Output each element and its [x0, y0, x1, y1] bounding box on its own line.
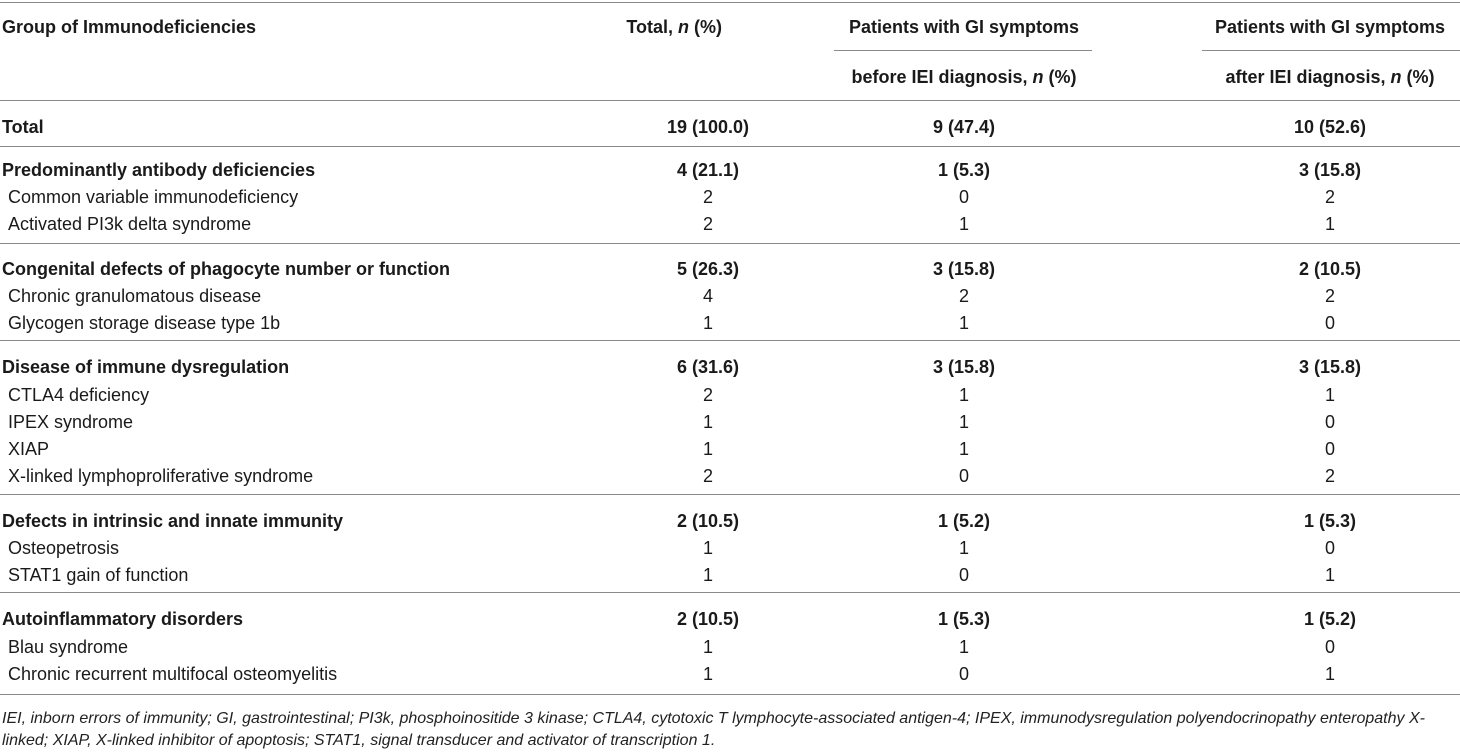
row-total: 2 — [702, 466, 713, 486]
row-before: 1 — [958, 313, 969, 333]
row-before: 1 — [958, 412, 969, 432]
row-before: 3 (15.8) — [932, 357, 996, 377]
row-after: 1 — [1324, 214, 1335, 234]
row-total: 2 — [702, 187, 713, 207]
header-after-line2: after IEI diagnosis, n (%) — [1225, 67, 1435, 87]
row-after: 2 — [1324, 466, 1335, 486]
row-total: 2 (10.5) — [676, 609, 740, 629]
row-label: Disease of immune dysregulation — [2, 357, 290, 377]
row-label: IPEX syndrome — [8, 412, 134, 432]
row-after: 3 (15.8) — [1298, 160, 1362, 180]
header-before-line2: before IEI diagnosis, n (%) — [851, 67, 1077, 87]
row-before: 1 — [958, 439, 969, 459]
row-before: 2 — [958, 286, 969, 306]
row-label: Blau syndrome — [8, 637, 129, 657]
row-after: 0 — [1324, 313, 1335, 333]
top-rule — [0, 2, 1460, 3]
row-after: 2 (10.5) — [1298, 259, 1362, 279]
row-label: X-linked lymphoproliferative syndrome — [8, 466, 314, 486]
table-bottom-rule — [0, 694, 1460, 695]
header-total-text: Total, n (%) — [626, 17, 722, 37]
row-label: Activated PI3k delta syndrome — [8, 214, 252, 234]
row-label: Total — [2, 117, 44, 137]
row-total: 1 — [702, 565, 713, 585]
row-label: STAT1 gain of function — [8, 565, 189, 585]
row-label: CTLA4 deficiency — [8, 385, 150, 405]
row-before: 1 — [958, 538, 969, 558]
row-before: 1 (5.3) — [937, 160, 991, 180]
row-label: Predominantly antibody deficiencies — [2, 160, 316, 180]
row-after: 2 — [1324, 187, 1335, 207]
group-rule — [0, 146, 1460, 147]
row-total: 1 — [702, 439, 713, 459]
group-rule — [0, 592, 1460, 593]
row-total: 5 (26.3) — [676, 259, 740, 279]
row-after: 2 — [1324, 286, 1335, 306]
group-rule — [0, 340, 1460, 341]
row-label: Autoinflammatory disorders — [2, 609, 244, 629]
row-after: 1 (5.3) — [1303, 511, 1357, 531]
row-after: 0 — [1324, 439, 1335, 459]
row-label: Chronic granulomatous disease — [8, 286, 262, 306]
row-total: 19 (100.0) — [666, 117, 750, 137]
row-before: 0 — [958, 565, 969, 585]
row-label: Chronic recurrent multifocal osteomyelit… — [8, 664, 338, 684]
header-after-line1: Patients with GI symptoms — [1214, 17, 1446, 37]
row-after: 0 — [1324, 538, 1335, 558]
row-before: 9 (47.4) — [932, 117, 996, 137]
row-total: 1 — [702, 664, 713, 684]
row-after: 10 (52.6) — [1293, 117, 1367, 137]
row-before: 1 — [958, 637, 969, 657]
row-label: XIAP — [8, 439, 50, 459]
row-before: 1 (5.3) — [937, 609, 991, 629]
group-rule — [0, 494, 1460, 495]
row-total: 1 — [702, 412, 713, 432]
row-total: 2 (10.5) — [676, 511, 740, 531]
row-before: 0 — [958, 664, 969, 684]
row-label: Glycogen storage disease type 1b — [8, 313, 281, 333]
row-before: 3 (15.8) — [932, 259, 996, 279]
row-before: 1 (5.2) — [937, 511, 991, 531]
row-after: 1 (5.2) — [1303, 609, 1357, 629]
header-group: Group of Immunodeficiencies — [2, 17, 257, 37]
header-bottom-rule — [0, 100, 1460, 101]
row-total: 1 — [702, 637, 713, 657]
row-before: 1 — [958, 214, 969, 234]
table-footnote: IEI, inborn errors of immunity; GI, gast… — [2, 710, 1425, 749]
row-after: 0 — [1324, 637, 1335, 657]
row-label: Defects in intrinsic and innate immunity — [2, 511, 344, 531]
row-total: 2 — [702, 214, 713, 234]
header-before-line1: Patients with GI symptoms — [848, 17, 1080, 37]
row-after: 3 (15.8) — [1298, 357, 1362, 377]
row-label: Osteopetrosis — [8, 538, 120, 558]
row-after: 0 — [1324, 412, 1335, 432]
row-before: 1 — [958, 385, 969, 405]
row-before: 0 — [958, 466, 969, 486]
row-total: 2 — [702, 385, 713, 405]
row-label: Common variable immunodeficiency — [8, 187, 299, 207]
header-total: Total, n (%) — [626, 16, 722, 38]
row-after: 1 — [1324, 565, 1335, 585]
group-rule — [0, 243, 1460, 244]
row-after: 1 — [1324, 664, 1335, 684]
row-total: 1 — [702, 313, 713, 333]
row-total: 4 (21.1) — [676, 160, 740, 180]
row-total: 4 — [702, 286, 713, 306]
row-before: 0 — [958, 187, 969, 207]
header-before-rule — [834, 50, 1092, 51]
row-total: 6 (31.6) — [676, 357, 740, 377]
header-after-rule — [1202, 50, 1460, 51]
row-total: 1 — [702, 538, 713, 558]
row-label: Congenital defects of phagocyte number o… — [2, 259, 451, 279]
row-after: 1 — [1324, 385, 1335, 405]
